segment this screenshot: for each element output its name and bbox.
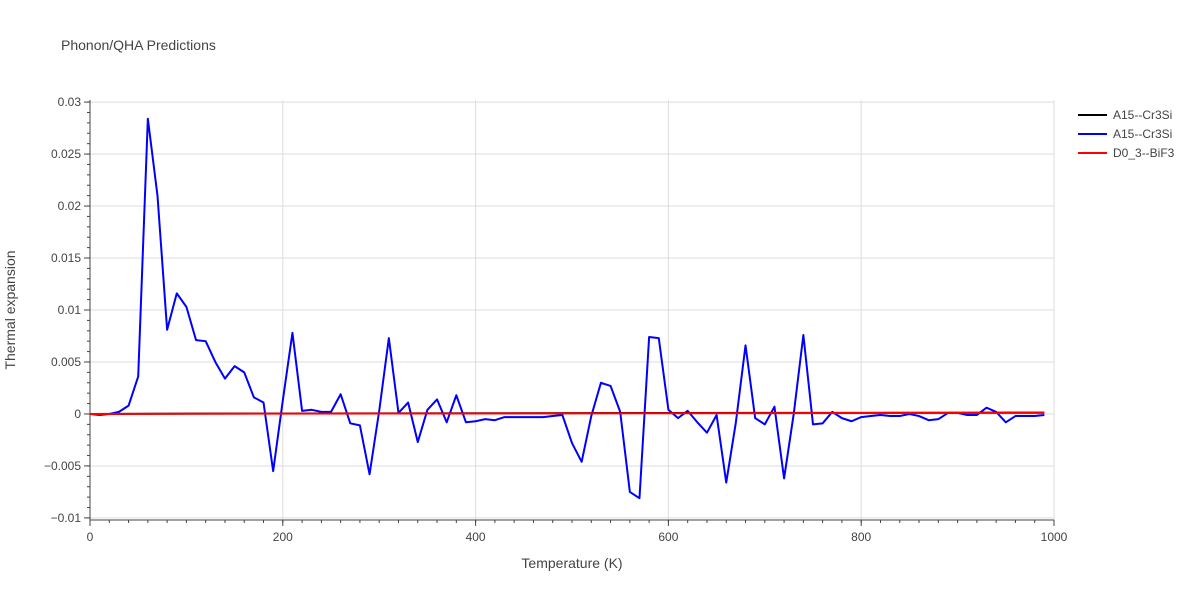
x-tick-label: 800	[851, 530, 871, 544]
x-tick-label: 0	[87, 530, 94, 544]
legend-item-0[interactable]: A15--Cr3Si	[1078, 108, 1172, 122]
legend-label: A15--Cr3Si	[1113, 108, 1172, 122]
y-tick-label: 0.015	[51, 251, 81, 265]
y-tick-label: −0.01	[51, 511, 82, 525]
x-axis-ticks: 0 200 400 600 800 1000	[87, 520, 1068, 544]
x-axis-title: Temperature (K)	[521, 555, 622, 571]
x-tick-label: 600	[658, 530, 678, 544]
y-axis-ticks: −0.01 −0.005 0 0.005 0.01 0.015 0.02 0.025 0.03	[44, 95, 90, 525]
legend-label: D0_3--BiF3	[1113, 146, 1175, 160]
axes	[87, 100, 1055, 523]
y-tick-label: −0.005	[44, 459, 81, 473]
y-tick-label: 0.01	[58, 303, 82, 317]
x-tick-label: 1000	[1041, 530, 1068, 544]
series-line-2[interactable]	[89, 411, 1045, 415]
gridlines	[90, 100, 1055, 520]
y-tick-label: 0.03	[58, 95, 82, 109]
legend-label: A15--Cr3Si	[1113, 127, 1172, 141]
legend-item-1[interactable]: A15--Cr3Si	[1078, 127, 1172, 141]
y-tick-label: 0.005	[51, 355, 81, 369]
plot-area[interactable]	[89, 117, 1045, 500]
x-tick-label: 400	[466, 530, 486, 544]
y-axis-title: Thermal expansion	[2, 250, 18, 369]
chart-title: Phonon/QHA Predictions	[61, 37, 216, 53]
legend[interactable]: A15--Cr3Si A15--Cr3Si D0_3--BiF3	[1078, 108, 1175, 160]
y-tick-label: 0	[74, 407, 81, 421]
y-tick-label: 0.025	[51, 147, 81, 161]
x-tick-label: 200	[273, 530, 293, 544]
y-tick-label: 0.02	[58, 199, 82, 213]
series-line-1[interactable]	[89, 117, 1045, 500]
legend-item-2[interactable]: D0_3--BiF3	[1078, 146, 1175, 160]
